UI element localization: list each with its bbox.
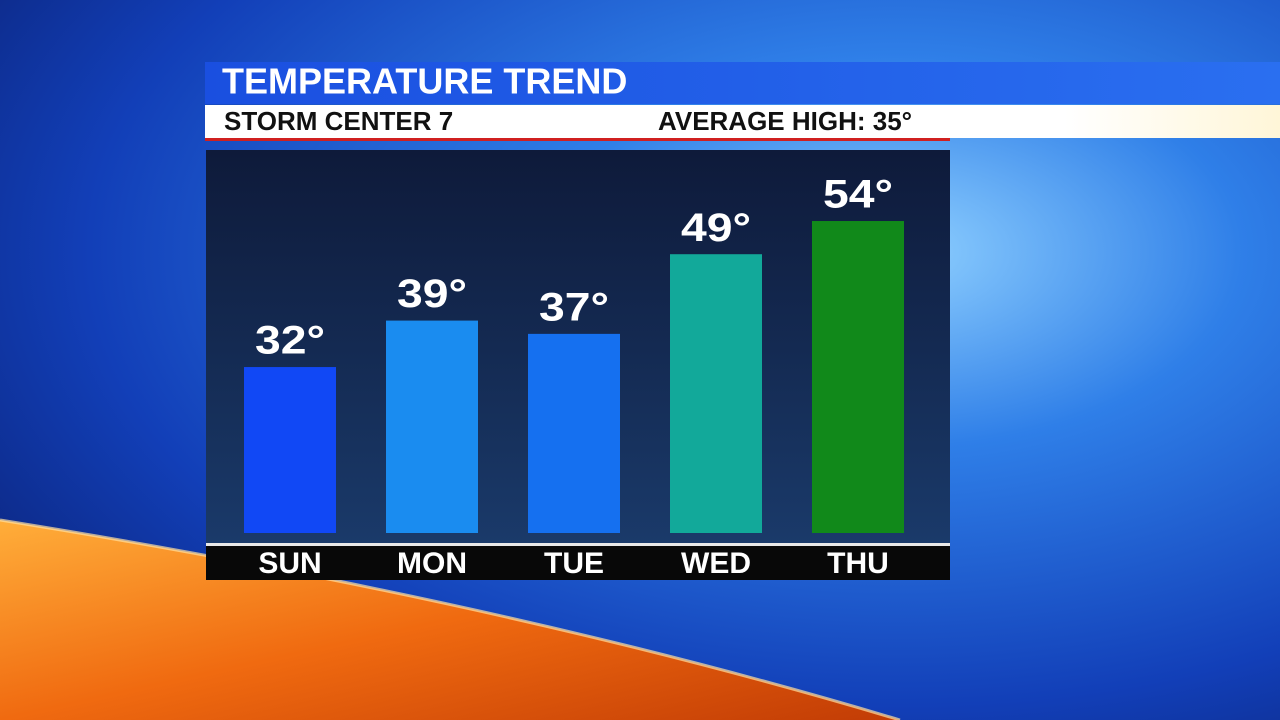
value-label: 32° [255, 319, 325, 363]
subtitle: STORM CENTER 7 [224, 106, 453, 136]
bar [670, 254, 762, 533]
subtitle-rule [205, 138, 950, 141]
bar [244, 367, 336, 533]
value-label: 39° [397, 272, 467, 316]
x-tick-label: TUE [544, 547, 604, 580]
category-strip [206, 545, 950, 580]
subtitle-bar [205, 105, 1280, 138]
value-label: 54° [823, 173, 893, 217]
x-tick-label: THU [827, 547, 889, 580]
bar [386, 320, 478, 533]
chart-title: TEMPERATURE TREND [222, 61, 627, 102]
x-tick-label: SUN [258, 547, 321, 580]
value-label: 37° [539, 285, 609, 329]
baseline [206, 543, 950, 546]
bar [528, 333, 620, 533]
value-label: 49° [681, 206, 751, 250]
annotation: AVERAGE HIGH: 35° [658, 106, 912, 136]
x-tick-label: MON [397, 547, 467, 580]
title-bar [205, 62, 1280, 104]
swoosh-edge [0, 518, 901, 720]
bar [812, 221, 904, 533]
x-tick-label: WED [681, 547, 751, 580]
